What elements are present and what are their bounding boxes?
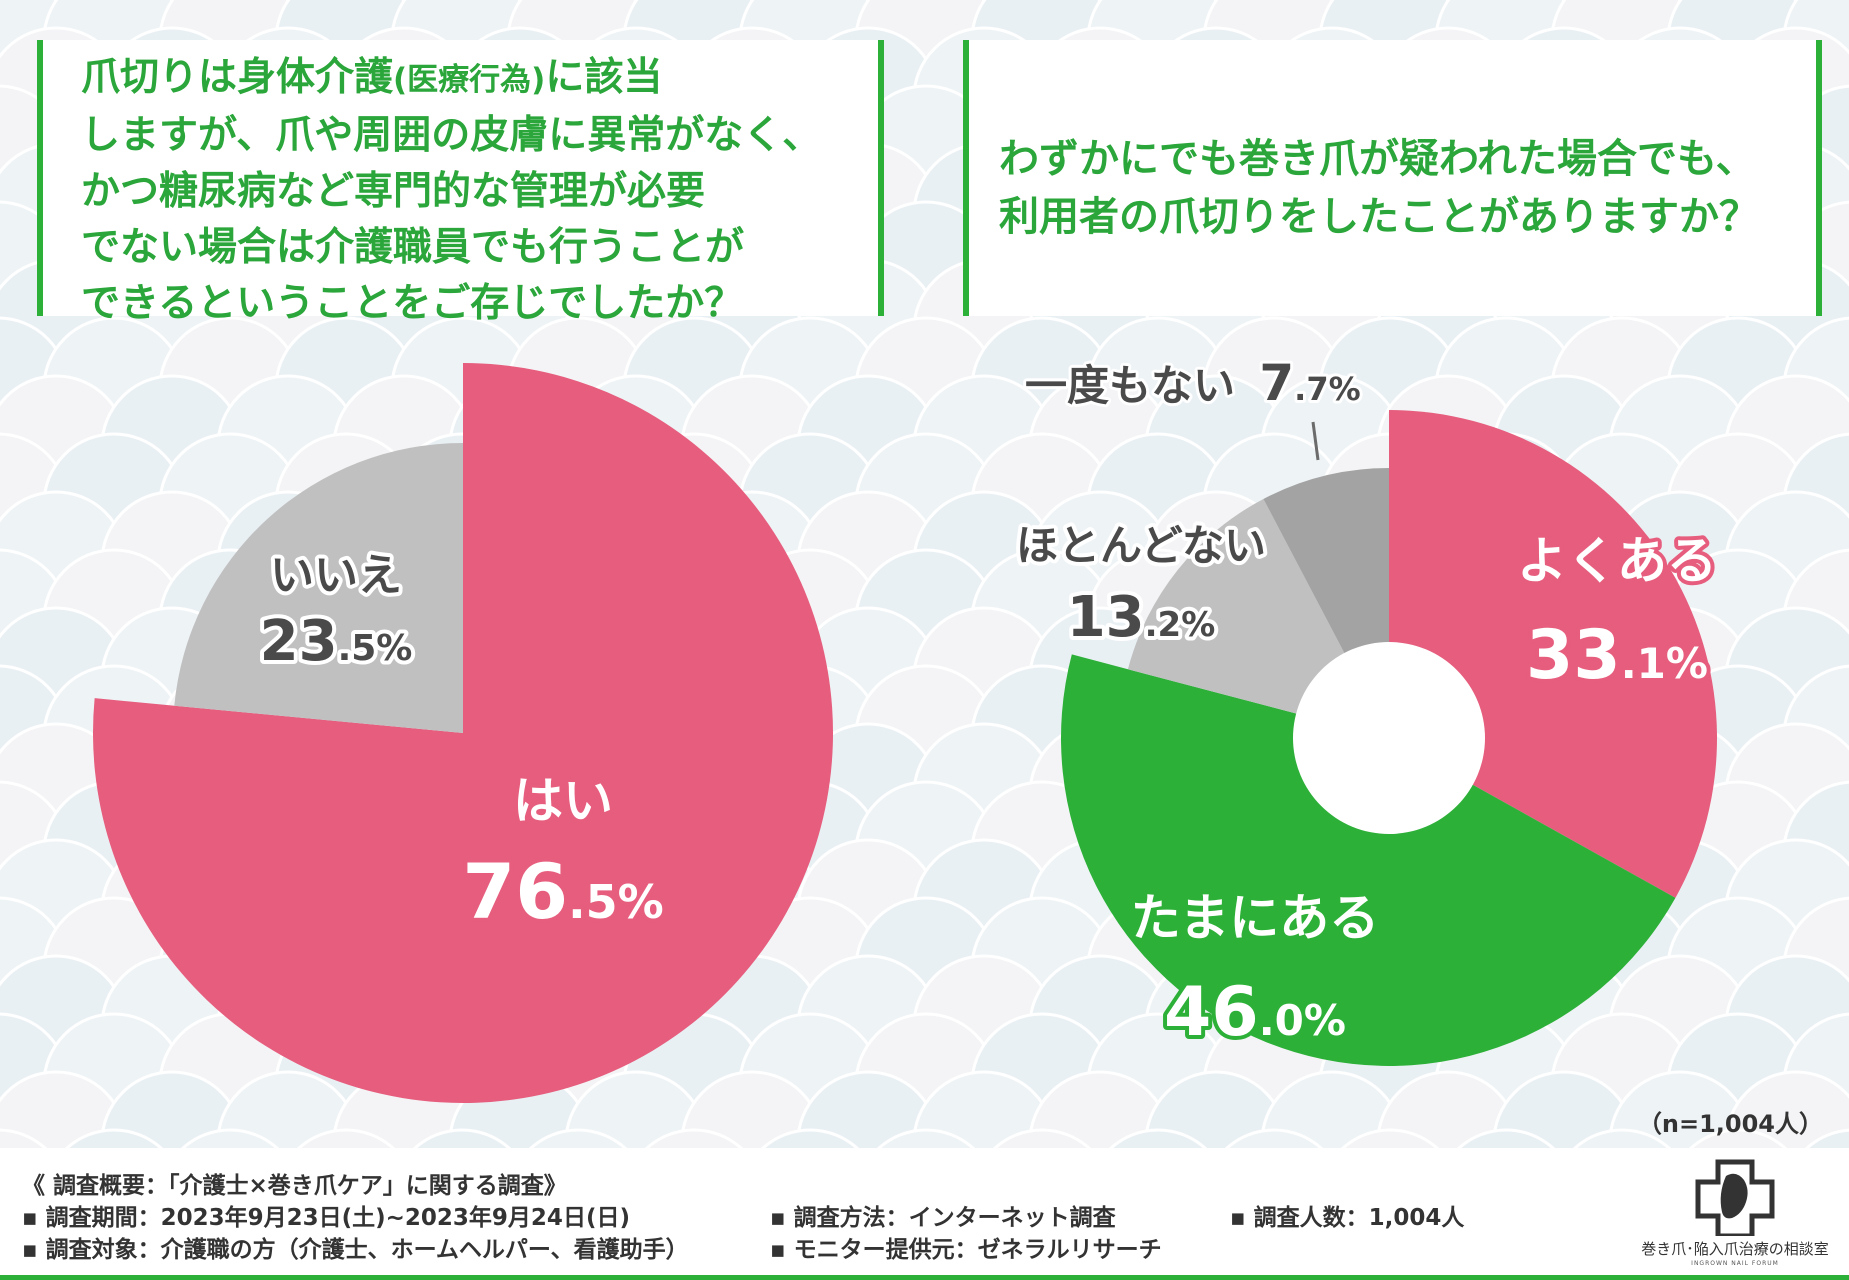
- clinic-name: 巻き爪･陥入爪治療の相談室: [1641, 1240, 1829, 1258]
- slice-value-pie1-0: 76.5%: [462, 847, 663, 936]
- question-left-text: 爪切りは身体介護(医療行為)に該当 しますが、爪や周囲の皮膚に異常がなく、 かつ…: [81, 50, 871, 332]
- slice-value-pie2-3: 7.7%: [1259, 354, 1360, 412]
- donut-hole: [1293, 642, 1485, 834]
- clinic-sub: INGROWN NAIL FORUM: [1691, 1260, 1779, 1267]
- survey-title: 《 調査概要：「介護士×巻き爪ケア」に関する調査》: [22, 1173, 567, 1199]
- survey-method: ▪ 調査方法：インターネット調査: [770, 1205, 1116, 1231]
- question-right-line-1: わずかにでも巻き爪が疑われた場合でも、: [999, 136, 1756, 182]
- question-left-line-1-main: 爪切りは身体介護: [81, 55, 394, 100]
- question-left-line-1-rest: に該当: [545, 55, 663, 100]
- question-right-line-2: 利用者の爪切りをしたことがありますか？: [999, 194, 1759, 240]
- question-left-line-1: 爪切りは身体介護(医療行為)に該当: [81, 50, 871, 108]
- slice-label-pie2-0: よくある: [1517, 532, 1717, 590]
- question-right-text: わずかにでも巻き爪が疑われた場合でも、 利用者の爪切りをしたことがありますか？: [999, 130, 1799, 246]
- donut-chart-experience: よくある 33.1% たまにある 46.0% ほとんどない 13.2% 一度もない 7.7%: [1012, 351, 1721, 1067]
- survey-period: ▪ 調査期間：2023年9月23日(土)~2023年9月24日(日): [22, 1205, 630, 1231]
- pie2-slice-1: [1060, 654, 1676, 1067]
- sample-size-note: （n=1,004人）: [1637, 1110, 1823, 1138]
- slice-label-pie1-1: いいえ: [270, 550, 402, 601]
- leader-line: [1311, 421, 1320, 461]
- foot-cross-icon: [1695, 1159, 1775, 1239]
- question-left-line-1-paren: (医療行為): [393, 62, 546, 98]
- clinic-logo: 巻き爪･陥入爪治療の相談室 INGROWN NAIL FORUM: [1640, 1156, 1830, 1274]
- slice-label-pie1-0: はい: [513, 772, 613, 830]
- charts-canvas: はい 76.5% いいえ 23.5% よくある 33.1% たまにある 46.0% ほとんどな…: [93, 351, 1721, 1103]
- pie-chart-awareness: はい 76.5% いいえ 23.5%: [93, 363, 833, 1103]
- survey-footer: 《 調査概要：「介護士×巻き爪ケア」に関する調査》 ▪ 調査期間：2023年9月…: [0, 1148, 1849, 1280]
- survey-target: ▪ 調査対象：介護職の方（介護士、ホームヘルパー、看護助手）: [22, 1237, 689, 1263]
- survey-count: ▪ 調査人数：1,004人: [1230, 1205, 1465, 1231]
- slice-value-pie1-1: 23.5%: [260, 609, 413, 674]
- slice-label-pie2-3: 一度もない: [1025, 361, 1235, 410]
- survey-provider: ▪ モニター提供元：ゼネラルリサーチ: [770, 1237, 1162, 1263]
- question-box-right: わずかにでも巻き爪が疑われた場合でも、 利用者の爪切りをしたことがありますか？: [963, 40, 1822, 316]
- pie1-slice-1: [174, 443, 463, 733]
- slice-label-pie2-1: たまにある: [1131, 889, 1380, 947]
- question-left-line-3: かつ糖尿病など専門的な管理が必要: [81, 169, 706, 214]
- question-left-line-5: できるということをご存じでしたか？: [81, 281, 744, 326]
- question-left-line-4: でない場合は介護職員でも行うことが: [81, 225, 745, 270]
- slice-label-pie2-2: ほとんどない: [1016, 521, 1266, 570]
- slice-value-pie2-1: 46.0%: [1164, 973, 1346, 1052]
- slice-value-pie2-2: 13.2%: [1067, 585, 1216, 650]
- question-left-line-2: しますが、爪や周囲の皮膚に異常がなく、: [81, 113, 822, 158]
- slice-value-pie2-0: 33.1%: [1526, 616, 1708, 695]
- question-box-left: 爪切りは身体介護(医療行為)に該当 しますが、爪や周囲の皮膚に異常がなく、 かつ…: [37, 40, 884, 326]
